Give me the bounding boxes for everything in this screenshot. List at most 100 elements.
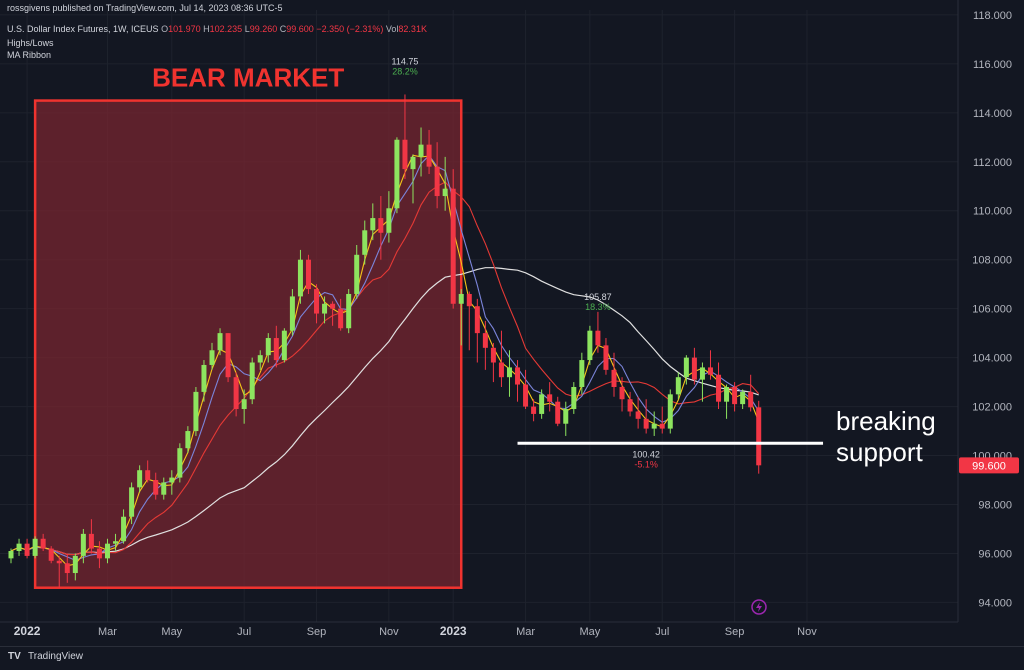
- breaking-support-label-2: support: [836, 437, 923, 467]
- change-value: −2.350 (−2.31%): [316, 24, 384, 34]
- y-tick-label: 108.000: [972, 255, 1012, 267]
- candle-body: [265, 338, 271, 356]
- candle-body: [394, 139, 400, 209]
- x-tick-label: May: [161, 626, 182, 638]
- candle-body: [756, 407, 762, 466]
- x-tick-label: Mar: [98, 626, 117, 638]
- candle-body: [555, 401, 561, 424]
- y-tick-label: 98.000: [978, 499, 1012, 511]
- candle-body: [699, 367, 705, 380]
- y-tick-label: 102.000: [972, 402, 1012, 414]
- lightning-icon: [756, 602, 762, 612]
- candle-body: [305, 259, 311, 290]
- candle-body: [410, 156, 416, 170]
- candle-body: [56, 560, 62, 564]
- close-label: C: [279, 24, 287, 34]
- x-tick-label: Jul: [655, 626, 669, 638]
- y-tick-label: 116.000: [973, 59, 1012, 71]
- volume-value: 82.31K: [398, 24, 427, 34]
- candle-body: [338, 308, 344, 329]
- candle-body: [587, 330, 593, 361]
- candle-body: [659, 423, 665, 429]
- candle-body: [289, 296, 295, 331]
- y-tick-label: 110.000: [973, 206, 1012, 218]
- low-label: 100.42: [632, 449, 660, 459]
- symbol-name: U.S. Dollar Index Futures, 1W, ICEUS: [7, 24, 159, 34]
- open-label: O: [161, 24, 169, 34]
- candle-body: [129, 487, 135, 517]
- x-tick-label: Sep: [307, 626, 327, 638]
- candle-body: [515, 367, 521, 385]
- candle-body: [104, 543, 110, 559]
- candle-body: [113, 541, 119, 544]
- candle-body: [547, 394, 553, 402]
- high-pct-label: 28.2%: [392, 66, 418, 76]
- candle-body: [691, 357, 697, 380]
- candle-body: [330, 303, 336, 309]
- candle-body: [8, 551, 14, 559]
- x-tick-label: Mar: [516, 626, 535, 638]
- candle-body: [273, 338, 279, 361]
- candle-body: [233, 377, 239, 410]
- candle-body: [434, 166, 440, 197]
- candle-body: [707, 367, 713, 375]
- candle-body: [362, 230, 368, 255]
- candle-body: [249, 362, 255, 400]
- x-tick-label: Sep: [725, 626, 745, 638]
- ma-fast-line: [10, 154, 760, 567]
- candle-body: [579, 360, 585, 387]
- candle-body: [80, 533, 86, 556]
- candle-body: [740, 391, 746, 405]
- high-label: H: [203, 24, 210, 34]
- candle-body: [193, 391, 199, 432]
- x-tick-label: 2023: [440, 624, 467, 638]
- tradingview-brand[interactable]: TradingView: [28, 651, 84, 662]
- candle-body: [724, 386, 730, 402]
- candle-body: [732, 386, 738, 405]
- candle-body: [177, 448, 183, 478]
- candle-body: [121, 516, 127, 542]
- volume-label: Vol: [385, 24, 399, 34]
- candle-body: [716, 374, 722, 402]
- candle-body: [683, 357, 689, 378]
- candle-body: [635, 411, 641, 419]
- candle-body: [466, 293, 472, 307]
- y-tick-label: 94.000: [978, 597, 1012, 609]
- candle-body: [217, 333, 223, 351]
- candle-body: [603, 345, 609, 370]
- tradingview-logo-icon[interactable]: TV: [8, 651, 21, 662]
- candle-body: [370, 218, 376, 231]
- candle-body: [442, 188, 448, 197]
- candle-body: [145, 470, 151, 481]
- candle-body: [281, 330, 287, 361]
- candle-body: [458, 293, 464, 304]
- candle-body: [225, 333, 231, 378]
- ma-long-line: [35, 267, 759, 556]
- y-tick-label: 96.000: [978, 548, 1012, 560]
- mid-high-pct-label: 18.3%: [585, 302, 611, 312]
- candle-body: [619, 386, 625, 400]
- candle-body: [314, 289, 320, 314]
- last-price-label: 99.600: [972, 460, 1006, 472]
- y-tick-label: 104.000: [972, 353, 1012, 365]
- event-marker-icon: [751, 599, 767, 615]
- candle-body: [72, 555, 78, 574]
- candle-body: [418, 144, 424, 157]
- candle-body: [563, 409, 569, 424]
- x-tick-label: Nov: [797, 626, 817, 638]
- indicator-ma-ribbon[interactable]: MA Ribbon: [7, 50, 52, 60]
- ma-slow-line: [10, 181, 760, 556]
- candle-body: [571, 386, 577, 410]
- candle-body: [378, 218, 384, 233]
- candle-body: [482, 333, 488, 348]
- low-pct-label: -5.1%: [634, 459, 658, 469]
- indicator-highs-lows[interactable]: Highs/Lows: [7, 38, 54, 48]
- candle-body: [257, 355, 263, 363]
- candle-body: [322, 303, 328, 314]
- candle-body: [531, 406, 537, 414]
- candle-body: [40, 538, 46, 549]
- candle-body: [748, 391, 754, 408]
- candle-body: [161, 482, 167, 495]
- candle-body: [498, 362, 504, 378]
